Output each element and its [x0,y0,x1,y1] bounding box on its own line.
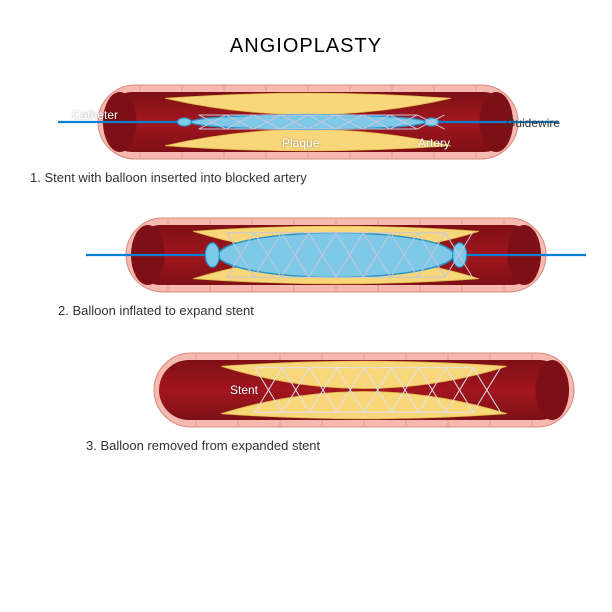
label-artery: Artery [418,136,450,150]
stage-3-caption: 3. Balloon removed from expanded stent [86,438,320,453]
stage-1 [58,85,558,164]
label-plaque: Plaque [282,136,319,150]
label-guidewire: Guidewire [506,116,560,130]
label-catheter: Catheter [72,108,118,122]
stage-1-caption: 1. Stent with balloon inserted into bloc… [30,170,307,185]
page-title: ANGIOPLASTY [0,35,612,58]
stage-2 [86,218,586,297]
label-stent: Stent [230,383,258,397]
stage-3 [114,353,612,432]
stage-2-caption: 2. Balloon inflated to expand stent [58,303,254,318]
